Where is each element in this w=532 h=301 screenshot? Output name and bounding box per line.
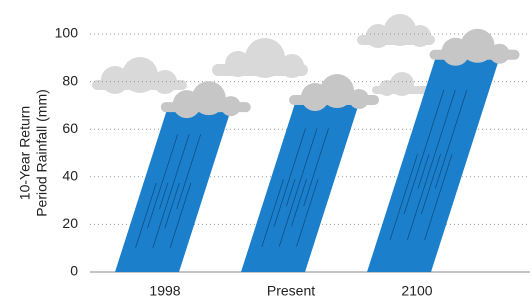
background-clouds	[92, 14, 436, 96]
x-tick-label: 1998	[149, 283, 180, 299]
x-tick-label: Present	[267, 283, 315, 299]
y-axis-label-line: 10-Year Return	[17, 106, 33, 200]
cloud-base	[289, 95, 379, 105]
y-axis-label-line: Period Rainfall (mm)	[34, 89, 50, 217]
y-tick-label: 40	[62, 168, 78, 184]
cloud-base	[430, 50, 520, 60]
y-tick-label: 60	[62, 120, 78, 136]
y-tick-label: 100	[55, 25, 79, 41]
chart: 10-Year ReturnPeriod Rainfall (mm) 0 20 40…	[0, 0, 532, 301]
cloud-base	[161, 102, 251, 112]
y-tick-label: 80	[62, 72, 78, 88]
x-tick-label: 2100	[401, 283, 432, 299]
y-tick-label: 0	[70, 263, 78, 279]
y-tick-label: 20	[62, 215, 78, 231]
bar	[241, 103, 359, 272]
bar	[115, 110, 231, 272]
